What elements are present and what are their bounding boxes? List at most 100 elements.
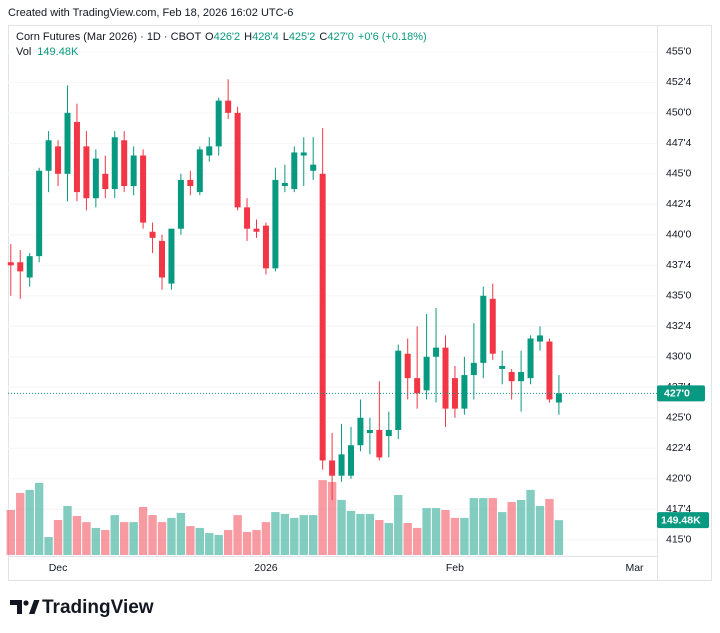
brand-name: TradingView [42,597,154,618]
candle-body [244,207,251,229]
candle-body [537,335,543,342]
volume-bar [356,513,365,555]
candle-body [451,378,458,409]
candle-body [187,179,194,187]
x-tick-label: Feb [446,562,464,574]
candle-body [36,170,43,257]
volume-bar [110,515,119,555]
y-tick-label: 452'4 [666,76,692,88]
volume-bar [82,522,91,555]
candle-body [111,137,118,190]
candle-body [196,149,203,193]
volume-bar [479,498,488,555]
legend-o-label: O [205,31,214,43]
volume-bar [157,522,167,555]
candle-body [348,445,354,476]
y-tick-label: 420'0 [666,473,692,485]
volume-bar [403,523,412,555]
volume-bar [422,508,431,555]
candle-body [92,158,99,199]
candle-body [168,228,175,284]
candle-body [319,173,326,461]
candle-body [253,228,260,232]
candle-body [423,356,430,391]
volume-bar [205,533,214,555]
candle-body [414,378,421,394]
volume-bar [337,499,346,555]
volume-bar [346,510,356,555]
candles [7,79,562,501]
volume-bar [526,489,535,555]
volume-bar [223,530,233,555]
candle-body [357,417,364,446]
volume-bar [233,515,242,555]
legend-vol-value: 149.48K [37,46,79,58]
candle-body [73,121,80,193]
candle-body [55,146,62,174]
candle-body [442,347,449,409]
candle-body [376,429,383,458]
volume-bar [63,506,72,555]
candle-body [225,100,232,113]
volume-bar [384,523,393,555]
volume-bar [507,502,516,555]
candle-body [470,362,477,376]
volume-bar [375,520,384,555]
volume-bar [299,515,308,555]
volume-bar [309,515,318,555]
legend-symbol: Corn Futures (Mar 2026) · 1D · CBOT [16,31,201,43]
volume-bar [498,512,507,555]
volume-bar [365,513,375,555]
volume-bar [167,517,176,555]
y-tick-label: 415'0 [666,534,692,546]
volume-label-box [657,512,709,529]
volume-bar [412,527,422,555]
volume-bar [554,520,564,555]
volume-bar [280,513,290,555]
volume-bar [488,498,497,555]
candle-body [7,262,14,266]
volume-bar [242,531,252,555]
candle-body [215,100,222,147]
last-price-label: 427'0 [664,388,690,400]
candle-body [102,173,109,190]
x-tick-label: Dec [49,562,68,574]
y-tick-label: 425'0 [666,412,692,424]
candle-body [480,295,487,363]
volume-bar [318,480,327,555]
y-tick-label: 445'0 [666,168,692,180]
candle-body [272,179,279,269]
legend-vol-label: Vol [16,46,31,58]
y-tick-label: 422'4 [666,442,692,454]
volume-bar [545,499,554,555]
volume-bar [129,522,138,555]
legend-change: +0'6 (+0.18%) [358,31,427,43]
volume-bar [120,522,129,555]
candle-body [338,454,345,476]
candle-body [149,231,156,238]
volume-bar [327,481,337,555]
header: Created with TradingView.com, Feb 18, 20… [8,7,293,19]
candle-body [366,429,373,434]
legend-l: 425'2 [289,31,316,43]
candle-body [206,146,213,156]
candle-body [234,112,241,208]
volume-bar [101,530,110,555]
candle-body [329,460,336,476]
x-tick-label: Mar [625,562,644,574]
candle-body [461,375,468,409]
axes: 415'0417'4420'0422'4425'0427'4430'0432'4… [8,46,709,574]
volume-bar [290,517,299,555]
volume-bar [214,534,223,555]
volume-bar [25,489,34,555]
volume-bar [91,527,101,555]
candle-body [433,347,440,357]
volume-label: 149.48K [661,514,701,526]
candle-body [159,240,165,278]
volume-bar [441,509,450,555]
volume-bar [53,520,63,555]
volume-bar [138,506,148,555]
y-tick-label: 447'4 [666,137,692,149]
volume-bar [261,522,271,555]
